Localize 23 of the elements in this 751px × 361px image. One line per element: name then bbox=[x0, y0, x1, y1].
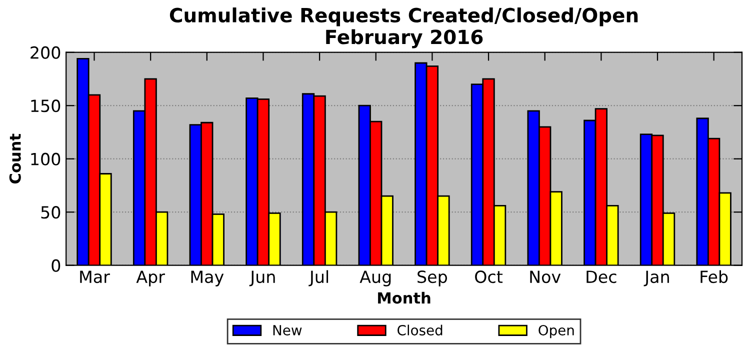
x-tick-label: Sep bbox=[418, 270, 447, 286]
x-tick-label: May bbox=[191, 270, 224, 286]
x-tick-label: Jan bbox=[644, 270, 669, 286]
x-tick-label: Oct bbox=[475, 270, 503, 284]
x-tick-label: Feb bbox=[700, 270, 728, 284]
x-tick-label: Mar bbox=[80, 270, 110, 284]
x-tick-label: Jul bbox=[308, 270, 328, 286]
x-tick-label: Aug bbox=[360, 270, 391, 286]
y-tick-label: 100 bbox=[31, 152, 60, 166]
x-tick-label: Apr bbox=[136, 270, 165, 286]
x-axis-title: Month bbox=[378, 292, 430, 304]
x-tick-label: Dec bbox=[586, 270, 616, 284]
legend-label: Closed bbox=[398, 324, 442, 336]
chart-title: Cumulative Requests Created/Closed/Open February 2016 bbox=[170, 7, 638, 48]
x-tick-label: Nov bbox=[530, 270, 561, 284]
y-tick-label: 0 bbox=[52, 259, 60, 272]
y-tick-label: 200 bbox=[30, 46, 60, 59]
legend-label: New bbox=[273, 325, 302, 336]
y-tick-label: 50 bbox=[41, 206, 60, 219]
legend-label: Open bbox=[538, 324, 574, 338]
x-tick-label: Jun bbox=[249, 270, 275, 286]
y-axis-title: Count bbox=[9, 134, 21, 184]
y-tick-label: 150 bbox=[31, 100, 60, 112]
